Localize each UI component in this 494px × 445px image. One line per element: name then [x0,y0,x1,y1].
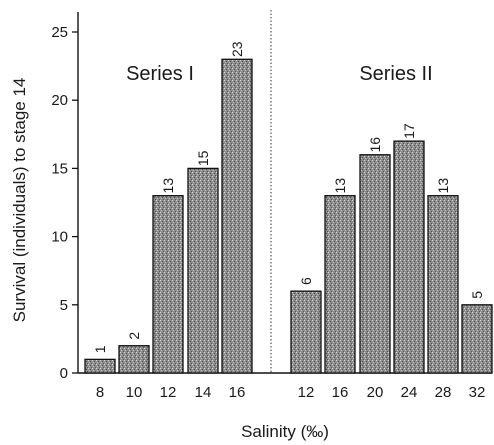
y-tick-label: 20 [51,92,68,109]
x-tick-label: 24 [401,384,418,401]
x-tick-label: 16 [332,384,349,401]
y-tick-label: 5 [60,297,68,314]
data-labels: 1 2 13 15 23 6 13 16 17 13 5 [92,41,485,353]
x-tick-label: 20 [367,384,384,401]
data-label: 15 [195,150,211,166]
y-tick-label: 10 [51,229,68,246]
data-label: 2 [126,332,142,340]
bar [461,304,493,374]
x-axis-title: Salinity (‰) [241,422,329,441]
series-2-title: Series II [359,63,432,85]
bar [324,195,356,374]
x-tick-label: 10 [126,384,143,401]
x-tick-label: 28 [435,384,452,401]
data-label: 5 [469,291,485,299]
y-tick-label: 15 [51,160,68,177]
bar [152,195,184,374]
data-label: 1 [92,345,108,353]
bar [221,58,253,374]
bar [118,345,150,374]
y-ticks: 0 5 10 15 20 25 [51,24,78,382]
data-label: 13 [332,178,348,194]
data-label: 13 [160,178,176,194]
bar [84,358,116,374]
data-label: 13 [435,178,451,194]
data-label: 16 [367,137,383,153]
bar [359,154,391,374]
x-tick-label: 16 [229,384,246,401]
bar [187,167,219,374]
x-tick-label: 12 [298,384,315,401]
y-axis-title: Survival (individuals) to stage 14 [10,78,29,323]
bar [393,140,425,374]
bar [427,195,459,374]
x-tick-label: 12 [160,384,177,401]
x-tick-label: 32 [469,384,486,401]
data-label: 6 [298,277,314,285]
x-tick-label: 8 [96,384,104,401]
x-tick-label: 14 [195,384,212,401]
bars [84,58,493,374]
x-ticks: 8 10 12 14 16 12 16 20 24 28 32 [96,384,486,401]
bar [290,290,322,374]
y-tick-label: 0 [60,365,68,382]
y-tick-label: 25 [51,24,68,41]
data-label: 23 [229,41,245,57]
series-1-title: Series I [126,63,194,85]
data-label: 17 [401,123,417,139]
